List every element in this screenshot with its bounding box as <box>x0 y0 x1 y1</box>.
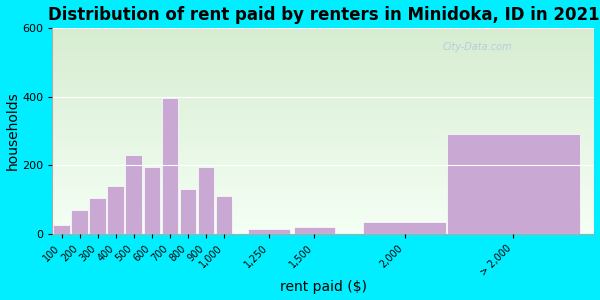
Title: Distribution of rent paid by renters in Minidoka, ID in 2021: Distribution of rent paid by renters in … <box>47 6 599 24</box>
Bar <box>293 227 335 234</box>
Bar <box>89 198 106 234</box>
Bar <box>71 210 88 234</box>
Bar <box>248 229 290 234</box>
Bar <box>143 167 160 234</box>
Text: City-Data.com: City-Data.com <box>443 42 512 52</box>
X-axis label: rent paid ($): rent paid ($) <box>280 280 367 294</box>
Bar <box>363 222 446 234</box>
Bar <box>107 186 124 234</box>
Bar <box>446 134 580 234</box>
Bar <box>161 98 178 234</box>
Bar <box>53 225 70 234</box>
Bar <box>179 189 196 234</box>
Bar <box>216 196 232 234</box>
Bar <box>198 167 214 234</box>
Y-axis label: households: households <box>5 92 20 170</box>
Bar <box>125 155 142 234</box>
